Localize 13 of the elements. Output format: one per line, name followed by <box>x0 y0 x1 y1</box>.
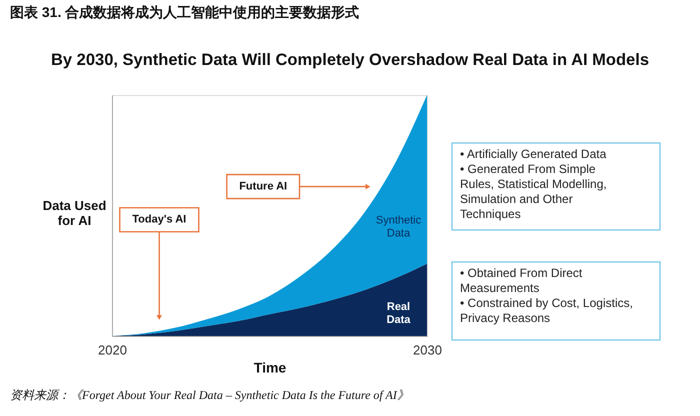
text: • Obtained From Direct Measurements • Constrained by Cost, Logistics, Privacy Reasons <box>460 266 633 325</box>
chart-subtitle: By 2030, Synthetic Data Will Completely Overshadow Real Data in AI Models <box>51 51 649 69</box>
annotation: Future AI <box>239 180 288 193</box>
series-label: Real Data <box>386 301 412 326</box>
annotation: Today's AI <box>132 214 186 226</box>
series-label: Synthetic Data <box>376 214 422 240</box>
x-tick-label: 2020 <box>98 342 127 358</box>
chart-title: 图表 31. 合成数据将成为人工智能中使用的主要数据形式 <box>10 4 360 20</box>
x-axis-title: Time <box>254 360 286 376</box>
text: 资料来源：《Forget About Your Real Data – Synthetic Data Is the Future of AI》 <box>10 388 409 402</box>
y-axis-title: Data Used for AI <box>42 198 106 228</box>
text: • Artificially Generated Data • Generated From Simple Rules, Statistical Modelling, Simulation and Other Techniques <box>460 147 607 221</box>
x-tick-label: 2030 <box>413 342 442 358</box>
